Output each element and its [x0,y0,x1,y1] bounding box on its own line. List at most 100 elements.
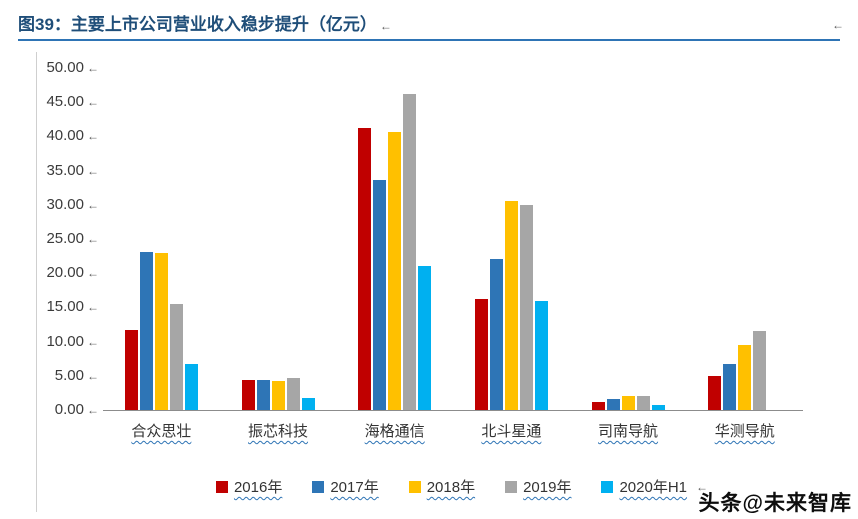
corner-paragraph-mark-icon: ← [832,18,844,32]
category-label: 华测导航 [714,423,775,440]
line-break-mark-icon: ← [87,368,99,383]
bar-cluster [708,330,781,410]
y-tick-label: 35.00 ← [46,162,99,180]
bar-2019年 [519,204,533,410]
bar-2019年 [753,330,767,410]
line-break-mark-icon: ← [87,197,99,212]
bar-2020年H1 [651,404,665,410]
y-tick-value: 25.00 [46,230,84,247]
y-tick-value: 40.00 [46,127,84,145]
y-tick-value: 20.00 [46,264,84,282]
bar-group [686,68,803,410]
bar-2019年 [636,395,650,410]
legend-swatch-icon [215,480,228,493]
legend-label: 2019年 [523,479,572,496]
bar-2018年 [271,380,285,410]
bar-2017年 [256,379,270,410]
bar-group [570,68,687,410]
watermark: 头条@未来智库 [698,492,852,515]
legend-item: 2019年 [505,476,571,497]
category-label: 司南导航 [598,423,659,440]
line-break-mark-icon: ← [87,334,99,349]
y-tick-label: 25.00 ← [46,230,99,248]
bar-cluster [241,377,315,410]
figure-title: 图39：主要上市公司营业收入稳步提升（亿元） ← [18,10,392,35]
category-cell: 海格通信 [336,420,453,441]
legend-item: 2017年 [312,476,379,497]
line-break-mark-icon: ← [696,479,709,494]
bar-2020年H1 [418,265,432,410]
line-break-mark-icon: ← [87,95,99,110]
legend-item: 2018年 [408,476,476,497]
bar-group [103,68,220,410]
bar-2017年 [489,258,503,410]
y-tick-value: 15.00 [46,298,84,316]
bar-cluster [124,252,198,410]
y-tick-label: 5.00 ← [55,367,99,385]
legend-label: 2018年 [426,479,476,496]
legend-item: 2016年 [215,476,283,497]
figure-title-text: 图39：主要上市公司营业收入稳步提升（亿元） [18,15,377,34]
y-tick-value: 50.00 [46,59,84,76]
category-cell: 振芯科技 [220,420,337,441]
bar-2016年 [241,379,255,410]
bar-2018年 [621,396,635,410]
y-tick-label: 15.00 ← [46,298,99,316]
legend-label: 2017年 [330,479,379,496]
bar-2020年H1 [184,363,198,410]
y-tick-label: 40.00 ← [46,127,99,145]
y-tick-label: 50.00 ← [46,59,99,77]
category-cell: 华测导航 [686,420,803,441]
line-break-mark-icon: ← [87,266,99,281]
bar-group [220,68,337,410]
y-tick-value: 10.00 [46,332,84,350]
category-label: 振芯科技 [248,423,309,440]
bar-2016年 [708,376,722,410]
bar-2016年 [474,299,488,410]
category-cell: 北斗星通 [453,420,570,441]
category-label: 合众思壮 [131,423,192,440]
bar-2016年 [358,128,372,410]
line-break-mark-icon: ← [87,403,99,417]
bar-2019年 [286,377,300,410]
bar-cluster [591,395,665,410]
legend: 2016年 2017年 2018年 2019年 2020年H1 ← [77,476,847,497]
category-label: 北斗星通 [481,423,542,440]
legend-swatch-icon [408,480,421,493]
line-break-mark-icon: ← [87,232,99,246]
line-break-mark-icon: ← [87,163,99,178]
bar-2016年 [591,402,605,410]
category-label: 海格通信 [364,423,425,440]
bar-2017年 [723,364,737,410]
legend-label: 2016年 [233,479,283,496]
plot-area [103,68,803,411]
y-tick-value: 30.00 [46,195,84,213]
bar-2018年 [738,345,752,410]
bar-2019年 [403,94,417,410]
bar-2018年 [154,252,168,410]
bar-2017年 [606,399,620,410]
bar-2018年 [388,131,402,410]
category-cell: 合众思壮 [103,420,220,441]
bar-2020年H1 [301,398,315,410]
bar-2016年 [124,329,138,410]
line-break-mark-icon: ← [87,61,99,75]
legend-swatch-icon [312,480,325,493]
legend-item: 2020年H1 ← [601,476,708,497]
paragraph-mark-icon: ← [379,19,392,33]
bar-cluster [474,201,548,410]
legend-swatch-icon [505,480,518,493]
y-tick-label: 10.00 ← [46,333,99,351]
y-tick-value: 35.00 [46,161,84,179]
bar-2019年 [169,303,183,410]
bar-2017年 [139,252,153,410]
bar-group [336,68,453,410]
y-tick-value: 5.00 [54,366,84,384]
y-tick-label: 45.00 ← [46,93,99,111]
bar-2018年 [504,201,518,410]
bar-chart: 50.00 ← 45.00 ← 40.00 ← 35.00 ← 30.00 ← 25.00 ← 20.0… [36,52,831,512]
category-cell: 司南导航 [570,420,687,441]
legend-swatch-icon [601,480,614,493]
bar-group [453,68,570,410]
